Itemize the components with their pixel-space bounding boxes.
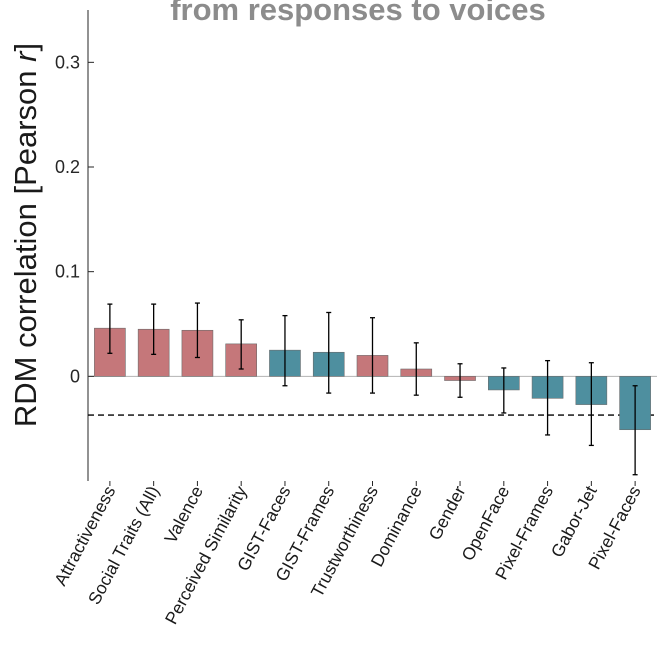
y-tick-label: 0.3 bbox=[55, 52, 80, 72]
chart-title: from responses to voices bbox=[170, 0, 546, 27]
y-axis-title-main: RDM correlation [Pearson bbox=[8, 62, 43, 427]
y-tick-label: 0.2 bbox=[55, 157, 80, 177]
y-axis-title: RDM correlation [Pearson r] bbox=[8, 43, 43, 427]
y-axis-title-italic: r bbox=[8, 50, 43, 62]
y-tick-label: 0 bbox=[70, 366, 80, 386]
y-axis-title-close: ] bbox=[8, 43, 43, 52]
x-tick-label: Valence bbox=[160, 482, 207, 546]
x-tick-label: Gender bbox=[425, 482, 470, 543]
y-tick-label: 0.1 bbox=[55, 262, 80, 282]
